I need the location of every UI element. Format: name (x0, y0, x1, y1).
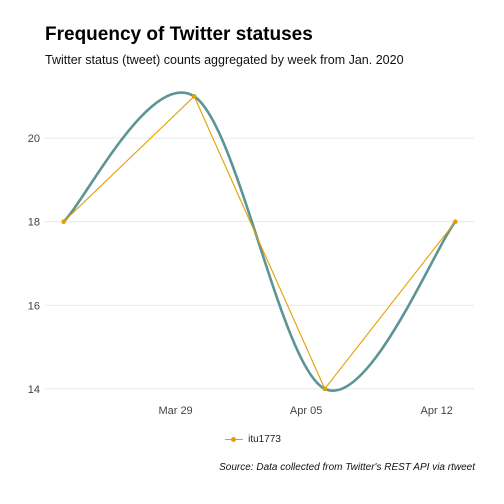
series-layer (61, 91, 458, 392)
legend: itu1773 (0, 434, 504, 445)
data-point-2 (322, 386, 328, 392)
y-tick-label-16: 16 (28, 300, 40, 312)
series-line-0 (63, 95, 456, 390)
data-point-0 (61, 219, 66, 224)
y-tick-label-20: 20 (28, 133, 40, 145)
legend-label-itu1773: itu1773 (248, 434, 281, 445)
x-axis-ticks: Mar 29 Apr 05 Apr 12 (158, 405, 452, 417)
data-point-1 (191, 94, 197, 99)
smooth-trend-line (62, 91, 457, 392)
chart-title: Frequency of Twitter statuses (45, 24, 313, 45)
legend-dot (231, 437, 237, 442)
y-tick-label-14: 14 (28, 384, 40, 396)
chart-subtitle: Twitter status (tweet) counts aggregated… (45, 53, 404, 67)
chart-caption: Source: Data collected from Twitter's RE… (219, 462, 475, 473)
grid-lines (45, 137, 474, 390)
y-tick-label-18: 18 (28, 217, 40, 229)
x-tick-label-1: Apr 05 (290, 405, 322, 417)
x-tick-label-0: Mar 29 (158, 405, 192, 417)
data-point-3 (453, 219, 458, 224)
legend-key (223, 435, 245, 445)
x-tick-label-2: Apr 12 (420, 405, 452, 417)
y-axis-ticks: 14 16 18 20 (28, 133, 40, 396)
